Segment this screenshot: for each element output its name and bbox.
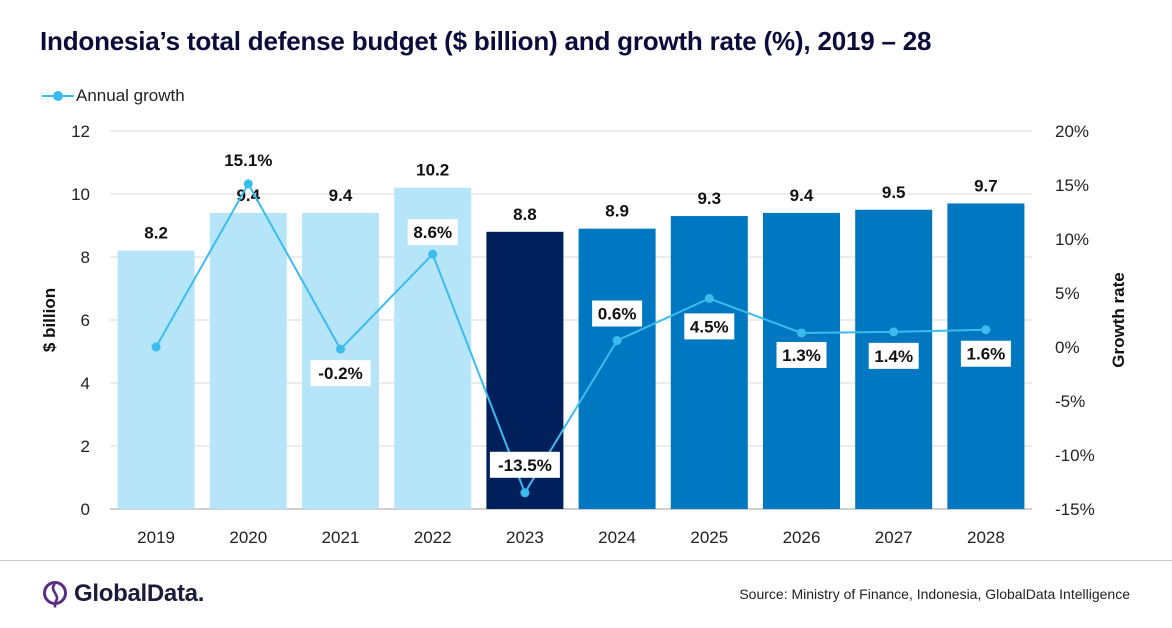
growth-label-box <box>684 313 735 340</box>
bar-value-label: 9.7 <box>974 176 998 195</box>
growth-value-label: 1.4% <box>874 347 913 366</box>
y2-axis-title: Growth rate <box>1109 272 1128 367</box>
y2-tick-label: 15% <box>1055 176 1089 195</box>
growth-point <box>243 179 253 189</box>
growth-value-label: 15.1% <box>224 151 272 170</box>
growth-value-label: 4.5% <box>690 317 729 336</box>
growth-label-box <box>960 340 1011 367</box>
growth-point <box>704 293 714 303</box>
chart-canvas: 0 2 4 6 8 10 12 -15% -10% -5% 0% 5% 10% 15% 20% $ billi… <box>40 122 1128 547</box>
growth-label-box <box>776 341 827 368</box>
x-tick-label: 2022 <box>414 528 452 547</box>
growth-value-label: 0.6% <box>598 305 637 324</box>
x-tick-label: 2026 <box>783 528 821 547</box>
globaldata-logo: GlobalData. <box>42 580 204 608</box>
growth-label-box <box>407 219 458 246</box>
bar <box>578 228 656 509</box>
bar <box>117 250 195 509</box>
growth-point <box>797 328 806 338</box>
bar-value-label: 9.4 <box>790 186 814 205</box>
x-tick-label: 2024 <box>598 528 636 547</box>
growth-value-label: 1.6% <box>967 345 1006 364</box>
bar <box>670 216 748 510</box>
footer-divider <box>0 560 1172 561</box>
growth-point <box>336 344 345 354</box>
bar-value-label: 9.4 <box>329 186 353 205</box>
growth-value-label: -0.2% <box>318 364 362 383</box>
y2-tick-label: -5% <box>1055 392 1085 411</box>
y-tick-label: 4 <box>81 374 90 393</box>
chart-title: Indonesia’s total defense budget ($ bill… <box>40 26 932 56</box>
y-tick-label: 10 <box>71 185 90 204</box>
y2-tick-label: 10% <box>1055 230 1089 249</box>
growth-label-box <box>592 300 643 327</box>
y-tick-label: 0 <box>81 500 90 519</box>
x-tick-label: 2025 <box>690 528 728 547</box>
logo-text: GlobalData. <box>74 580 205 607</box>
bar-value-label: 9.3 <box>697 189 721 208</box>
growth-point <box>889 327 899 337</box>
growth-value-label: -13.5% <box>498 456 552 475</box>
bar-value-label: 8.9 <box>605 202 629 221</box>
growth-value-label: 8.6% <box>413 223 452 242</box>
growth-point <box>428 249 438 259</box>
growth-point <box>981 325 991 335</box>
y-tick-label: 12 <box>71 122 90 141</box>
growth-label-box <box>489 451 560 478</box>
y-tick-label: 2 <box>81 437 90 456</box>
x-tick-label: 2028 <box>967 528 1005 547</box>
growth-value-label: 1.3% <box>782 346 821 365</box>
bar-value-label: 8.8 <box>513 205 537 224</box>
growth-point <box>520 488 530 498</box>
y2-tick-label: 0% <box>1055 338 1080 357</box>
bar <box>209 212 287 509</box>
x-tick-label: 2020 <box>229 528 267 547</box>
bar-value-label: 10.2 <box>416 161 449 180</box>
growth-label-box <box>868 342 919 369</box>
bar-value-label: 8.2 <box>144 224 168 243</box>
bar-value-label: 9.5 <box>882 183 906 202</box>
growth-label-box <box>218 146 279 173</box>
growth-label-box <box>310 360 371 387</box>
legend: Annual growth <box>42 86 185 106</box>
globaldata-logo-icon <box>43 581 67 608</box>
bar-value-label: 9.4 <box>236 186 260 205</box>
growth-point <box>612 336 622 346</box>
growth-line <box>155 181 986 496</box>
growth-point <box>151 342 161 352</box>
y2-tick-label: 20% <box>1055 122 1089 141</box>
x-tick-label: 2027 <box>875 528 913 547</box>
legend-line-marker-icon <box>42 86 74 106</box>
x-tick-label: 2021 <box>322 528 360 547</box>
y-axis-title: $ billion <box>40 288 59 352</box>
y2-tick-label: -15% <box>1055 500 1095 519</box>
y-tick-label: 8 <box>81 248 90 267</box>
y-tick-label: 6 <box>81 311 90 330</box>
x-tick-label: 2023 <box>506 528 544 547</box>
x-tick-label: 2019 <box>137 528 175 547</box>
source-note: Source: Ministry of Finance, Indonesia, … <box>739 586 1130 602</box>
y2-tick-label: 5% <box>1055 284 1080 303</box>
y2-tick-label: -10% <box>1055 446 1095 465</box>
legend-label: Annual growth <box>76 86 185 105</box>
